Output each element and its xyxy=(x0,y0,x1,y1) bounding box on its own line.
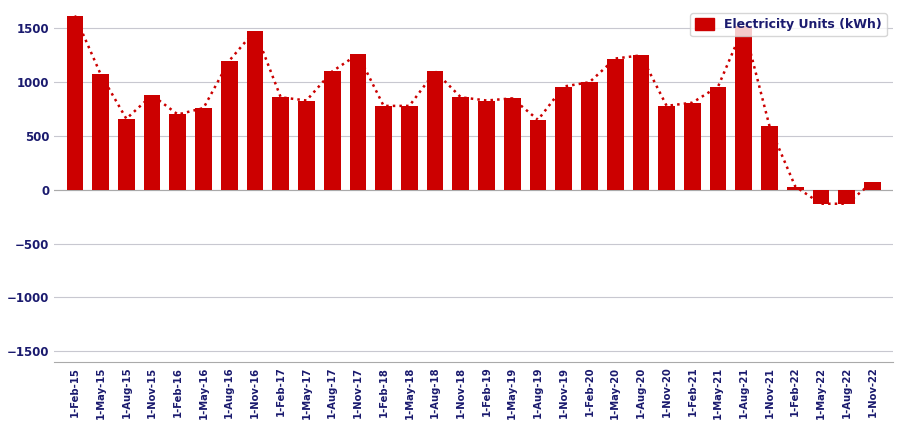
Bar xyxy=(298,101,315,190)
Bar xyxy=(273,97,289,190)
Bar xyxy=(633,55,649,190)
Bar xyxy=(555,86,572,190)
Bar xyxy=(195,108,212,190)
Bar xyxy=(349,54,366,190)
Bar xyxy=(658,106,675,190)
Bar xyxy=(375,106,392,190)
Bar xyxy=(453,97,469,190)
Bar xyxy=(839,190,855,204)
Bar xyxy=(581,82,598,190)
Legend: Electricity Units (kWh): Electricity Units (kWh) xyxy=(690,13,886,36)
Bar xyxy=(93,74,109,190)
Bar xyxy=(220,61,238,190)
Bar xyxy=(118,119,135,190)
Bar xyxy=(504,98,520,190)
Bar xyxy=(761,127,778,190)
Bar xyxy=(324,72,340,190)
Bar xyxy=(247,31,264,190)
Bar xyxy=(813,190,830,204)
Bar xyxy=(427,72,444,190)
Bar xyxy=(401,106,418,190)
Bar xyxy=(787,187,804,190)
Bar xyxy=(710,86,726,190)
Bar xyxy=(529,120,546,190)
Bar xyxy=(735,26,752,190)
Bar xyxy=(169,115,186,190)
Bar xyxy=(864,182,881,190)
Bar xyxy=(67,15,84,190)
Bar xyxy=(607,58,624,190)
Bar xyxy=(144,95,160,190)
Bar xyxy=(684,103,701,190)
Bar xyxy=(478,101,495,190)
